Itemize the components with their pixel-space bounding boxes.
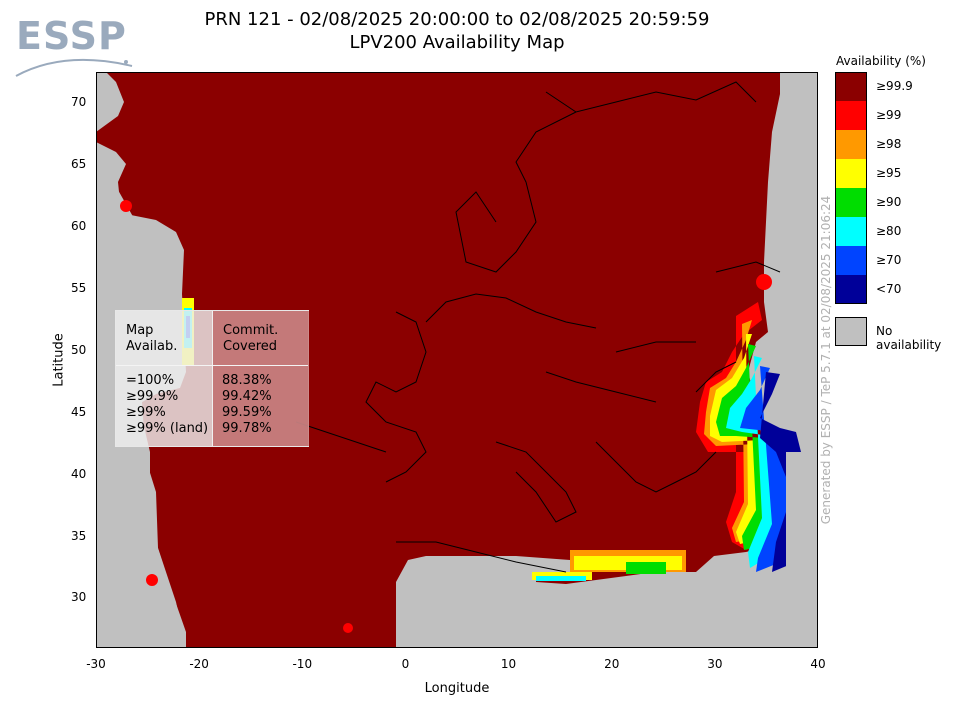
generated-by-watermark: Generated by ESSP / TeP 5.7.1 at 02/08/2… (819, 195, 833, 525)
y-tick-label: 50 (71, 342, 87, 357)
x-tick-label: 0 (401, 657, 410, 671)
map-subtitle: LPV200 Availability Map (349, 32, 565, 53)
legend-label: ≥80 (876, 224, 902, 238)
legend-label: ≥98 (876, 137, 902, 151)
stats-separator (116, 365, 308, 366)
legend-swatch-no-availability (835, 317, 867, 346)
stats-row-label: ≥99% (land) (126, 421, 209, 436)
legend-swatch (835, 130, 867, 159)
stats-col-commit-covered: Commit. Covered (212, 311, 309, 446)
stats-col2-header: Commit. Covered (223, 323, 279, 354)
legend-label: ≥95 (876, 166, 902, 180)
stats-col1-header: Map Availab. (126, 323, 178, 354)
x-axis-label: Longitude (424, 681, 490, 696)
y-tick-label: 45 (71, 404, 87, 419)
y-tick-label: 60 (71, 218, 87, 233)
x-tick-label: 30 (707, 657, 723, 671)
stats-row-value: 99.42% (222, 389, 272, 404)
y-tick-label: 40 (71, 466, 87, 481)
x-tick-label: -20 (189, 657, 209, 671)
stats-row-value: 99.59% (222, 405, 272, 420)
y-tick-label: 65 (71, 156, 87, 171)
legend-title: Availability (%) (836, 54, 926, 68)
coastlines (295, 81, 781, 573)
y-tick-label: 70 (71, 94, 87, 109)
y-tick-label: 35 (71, 528, 87, 543)
legend-swatch (835, 275, 867, 304)
y-tick-label: 30 (71, 590, 87, 605)
x-tick-label: 10 (500, 657, 517, 671)
legend-label: <70 (876, 282, 902, 296)
logo-text: ESSP (16, 14, 127, 58)
stats-row-value: 88.38% (222, 373, 272, 388)
x-tick-label: -10 (292, 657, 313, 671)
stats-row-label: =100% (126, 373, 175, 388)
y-axis-label: Latitude (51, 333, 67, 387)
x-tick-label: -30 (86, 657, 106, 671)
x-tick-label: 40 (810, 657, 826, 671)
legend-label: ≥99.9 (876, 79, 913, 93)
stats-col-map-availability: Map Availab. (116, 311, 212, 446)
legend-swatch (835, 217, 867, 246)
legend-label: ≥99 (876, 108, 902, 122)
legend-swatch (835, 246, 867, 275)
legend-swatch (835, 159, 867, 188)
legend-swatch (835, 72, 867, 101)
availability-region-99-9 (96, 72, 804, 648)
legend-label: ≥90 (876, 195, 902, 209)
legend-label: ≥70 (876, 253, 902, 267)
legend-swatch (835, 188, 867, 217)
stats-row-value: 99.78% (222, 421, 272, 436)
x-tick-label: 20 (604, 657, 620, 671)
y-tick-label: 55 (71, 280, 87, 295)
stats-row-label: ≥99.9% (126, 389, 179, 404)
logo-swoosh-icon (15, 58, 133, 77)
map-title: PRN 121 - 02/08/2025 20:00:00 to 02/08/2… (204, 9, 710, 30)
legend-label-no-availability: No availability (876, 324, 942, 352)
stats-table: Map Availab. Commit. Covered =100% 88.38%… (115, 310, 309, 447)
essp-logo: ESSP (14, 14, 134, 80)
legend-swatch (835, 101, 867, 130)
stats-row-label: ≥99% (126, 405, 166, 420)
